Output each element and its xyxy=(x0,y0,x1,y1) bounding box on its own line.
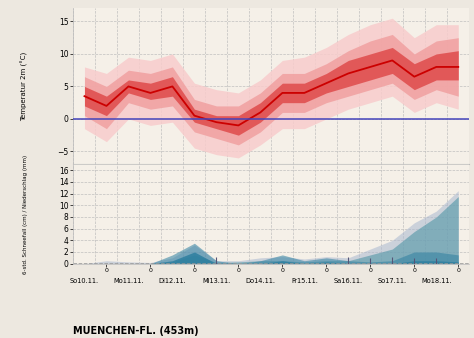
Text: MUENCHEN-FL. (453m): MUENCHEN-FL. (453m) xyxy=(73,326,199,336)
Y-axis label: Temperatur 2m (°C): Temperatur 2m (°C) xyxy=(21,52,28,121)
Y-axis label: 6-std. Schneefall (cm) / Niederschlag (mm): 6-std. Schneefall (cm) / Niederschlag (m… xyxy=(23,154,28,273)
